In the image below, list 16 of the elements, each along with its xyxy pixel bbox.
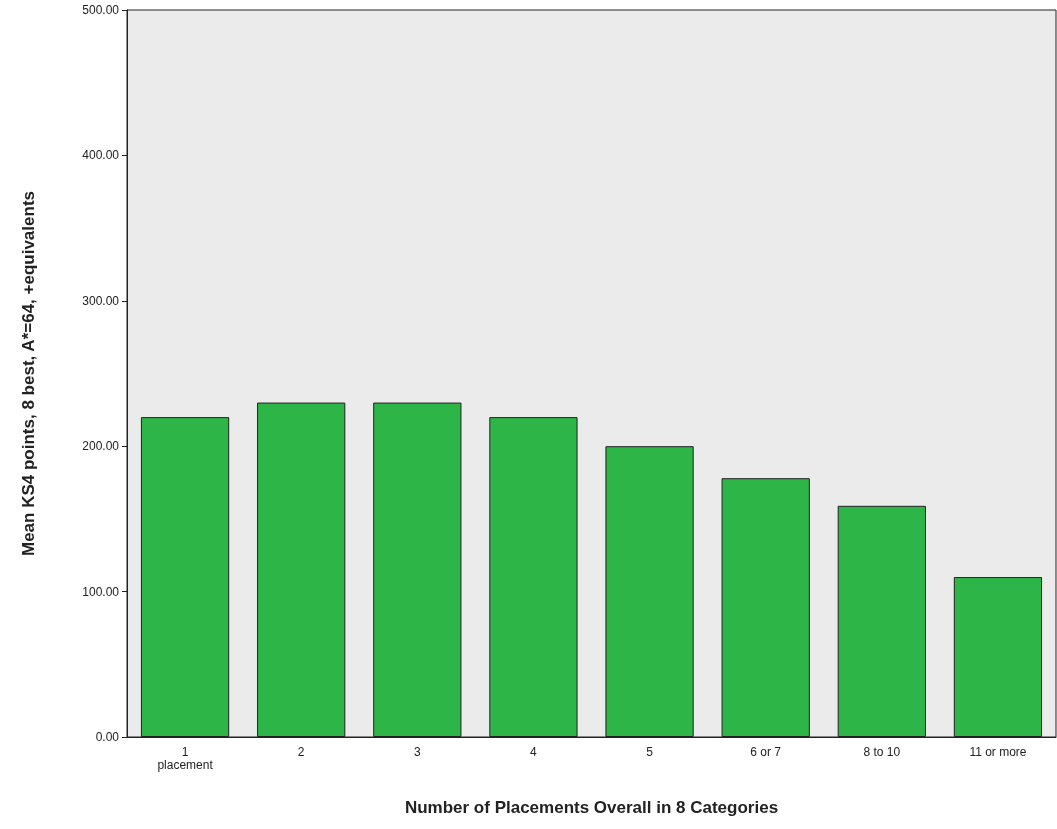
x-tick-label: 2 bbox=[297, 744, 305, 759]
x-tick-label: 1 placement bbox=[157, 744, 214, 772]
x-axis-title: Number of Placements Overall in 8 Categories bbox=[404, 798, 779, 817]
x-tick-label: 5 bbox=[646, 744, 654, 759]
x-tick-label: 8 to 10 bbox=[863, 744, 901, 759]
y-tick-label: 400.00 bbox=[82, 148, 120, 163]
y-tick-label: 200.00 bbox=[82, 439, 120, 454]
y-tick-label: 0.00 bbox=[95, 730, 120, 744]
x-tick-label: 6 or 7 bbox=[750, 744, 782, 759]
y-tick-label: 500.00 bbox=[82, 3, 120, 17]
y-tick-label: 100.00 bbox=[82, 584, 120, 599]
x-tick-label: 3 bbox=[413, 744, 421, 759]
y-axis-title: Mean KS4 points, 8 best, A*=64, +equivalents bbox=[19, 191, 38, 556]
x-tick-label: 4 bbox=[530, 744, 538, 759]
x-tick-label: 11 or more bbox=[969, 744, 1027, 759]
y-tick-label: 300.00 bbox=[82, 293, 120, 308]
